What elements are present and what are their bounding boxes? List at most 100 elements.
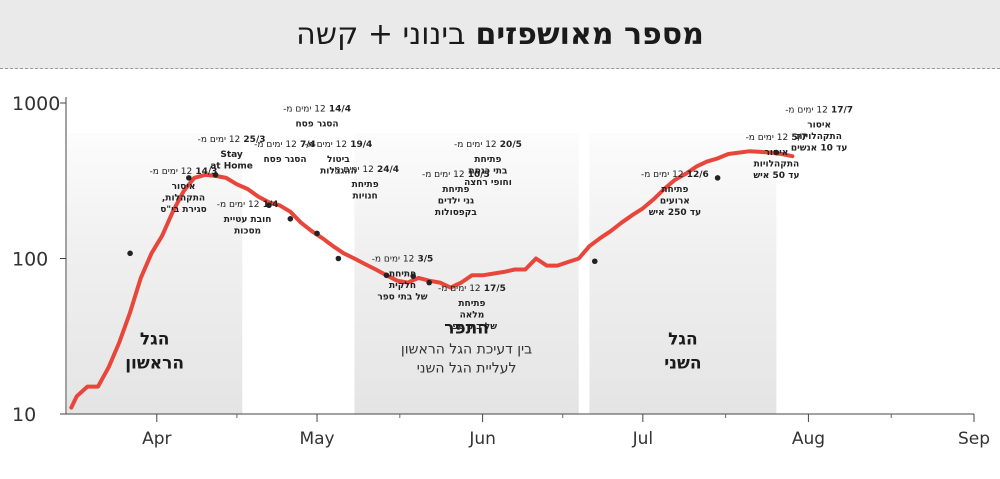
annotation-line-5-1: ההגבלות xyxy=(320,167,357,177)
period-bands xyxy=(67,133,777,414)
y-tick-label-1: 100 xyxy=(12,249,48,271)
annotation-line-1-0: Stay xyxy=(220,150,243,160)
annotation-date: 14/4 xyxy=(326,105,351,115)
annotation-line-8-2: בקפסולות xyxy=(435,208,477,218)
annotation-suffix: 12 ימים מ- xyxy=(198,135,241,145)
x-tick-label-0: Apr xyxy=(142,429,171,449)
annotation-line-0-1: התקהלות, xyxy=(162,193,205,203)
annotation-suffix: 12 ימים מ- xyxy=(641,170,684,180)
annotation-date: 3/5 xyxy=(414,254,433,264)
x-tick-label-4: Aug xyxy=(792,429,825,449)
period-sublabel-1-0: בין דעיכת הגל הראשון xyxy=(401,341,532,357)
data-marker-9 xyxy=(426,279,433,286)
period-label-1-0: התפר xyxy=(444,318,489,338)
annotation-date: 5/7 xyxy=(788,133,807,143)
annotation-line-9-0: פתיחת xyxy=(474,155,501,165)
annotation-header-0: 14/3 12 ימים מ- xyxy=(150,167,218,177)
annotation-line-11-0: פתיחת xyxy=(661,185,688,195)
annotation-header-7: 3/5 12 ימים מ- xyxy=(372,254,434,264)
data-marker-3 xyxy=(266,202,272,209)
annotation-suffix: 12 ימים מ- xyxy=(217,200,260,210)
annotation-header-6: 24/4 12 ימים מ- xyxy=(331,165,399,175)
data-marker-5 xyxy=(314,230,320,237)
annotation-date: 14/3 xyxy=(192,167,217,177)
annotation-header-11: 12/6 12 ימים מ- xyxy=(641,170,709,180)
annotations-layer: 14/3 12 ימים מ- איסור התקהלות, סגירת בי"ס 25… xyxy=(150,105,853,332)
annotation-line-11-2: עד 250 איש xyxy=(649,208,701,218)
annotation-line-8-1: גני ילדים xyxy=(438,196,474,206)
x-tick-label-3: Jul xyxy=(632,429,654,449)
annotation-suffix: 12 ימים מ- xyxy=(746,133,789,143)
annotation-date: 17/7 xyxy=(828,105,853,115)
annotation-date: 1/4 xyxy=(259,200,278,210)
annotation-header-9: 20/5 12 ימים מ- xyxy=(454,140,522,150)
x-tick-label-2: Jun xyxy=(468,429,496,449)
data-marker-2 xyxy=(212,172,219,178)
annotation-line-10-2: של בתי ספר xyxy=(447,322,497,332)
data-marker-4 xyxy=(287,216,294,222)
annotation-line-7-0: פתיחת xyxy=(389,269,416,279)
annotation-suffix: 12 ימים מ- xyxy=(422,170,465,180)
annotation-date: 12/6 xyxy=(684,170,709,180)
annotation-line-2-0: חובת עטיית xyxy=(224,215,272,225)
title-rest: בינוני + קשה xyxy=(296,16,466,52)
annotation-line-0-2: סגירת בי"ס xyxy=(160,205,206,215)
period-band-1 xyxy=(354,133,579,414)
data-marker-8 xyxy=(410,273,416,279)
annotation-suffix: 12 ימים מ- xyxy=(150,167,193,177)
period-band-2 xyxy=(589,133,777,414)
annotation-suffix: 12 ימים מ- xyxy=(438,284,481,294)
data-marker-0 xyxy=(127,250,133,257)
event-markers xyxy=(127,149,780,286)
annotation-suffix: 12 ימים מ- xyxy=(454,140,497,150)
annotation-line-3-0: הסגר פסח xyxy=(263,155,306,165)
annotation-header-8: 10/5 12 ימים מ- xyxy=(422,170,490,180)
annotation-line-4-0: הסגר פסח xyxy=(295,120,338,130)
data-marker-6 xyxy=(335,255,342,262)
annotation-line-6-0: פתיחת xyxy=(352,180,379,190)
annotation-suffix: 12 ימים מ- xyxy=(254,140,297,150)
period-band-0 xyxy=(67,133,243,414)
annotation-line-10-1: מלאה xyxy=(460,310,485,320)
annotation-line-12-0: איסור xyxy=(764,148,788,158)
title-bold: מספר מאושפזים xyxy=(475,16,704,52)
annotation-line-8-0: פתיחת xyxy=(442,185,469,195)
annotation-header-13: 17/7 12 ימים מ- xyxy=(785,105,853,115)
annotation-suffix: 12 ימים מ- xyxy=(304,140,347,150)
annotation-suffix: 12 ימים מ- xyxy=(283,105,326,115)
annotation-suffix: 12 ימים מ- xyxy=(785,105,828,115)
annotation-line-11-1: ארועים xyxy=(660,196,690,206)
annotation-line-12-2: עד 50 איש xyxy=(753,171,799,181)
annotation-line-7-1: חלקית xyxy=(389,281,416,291)
annotation-line-5-0: ביטול xyxy=(327,155,350,165)
annotation-line-2-1: מסכות xyxy=(234,226,261,236)
annotation-header-1: 25/3 12 ימים מ- xyxy=(198,135,266,145)
annotation-date: 10/5 xyxy=(465,170,490,180)
data-marker-12 xyxy=(773,149,780,156)
y-tick-label-2: 1000 xyxy=(12,93,60,115)
x-tick-label-1: May xyxy=(299,429,334,449)
annotation-date: 17/5 xyxy=(481,284,506,294)
annotation-line-1-1: at Home xyxy=(210,162,253,172)
title-bar: מספר מאושפזים בינוני + קשה xyxy=(0,0,1000,69)
annotation-header-4: 14/4 12 ימים מ- xyxy=(283,105,351,115)
data-marker-11 xyxy=(714,175,721,181)
annotation-header-3: 7/4 12 ימים מ- xyxy=(254,140,316,150)
annotation-date: 19/4 xyxy=(347,140,372,150)
annotation-header-5: 19/4 12 ימים מ- xyxy=(304,140,372,150)
data-marker-1 xyxy=(186,175,192,181)
chart-title: מספר מאושפזים בינוני + קשה xyxy=(0,0,1000,68)
annotation-line-13-1: התקהלויות xyxy=(796,132,842,142)
period-sublabel-1-1: לעליית הגל השני xyxy=(417,360,517,376)
annotation-date: 25/3 xyxy=(240,135,265,145)
annotation-line-13-2: עד 10 אנשים xyxy=(791,143,847,153)
annotation-line-10-0: פתיחת xyxy=(458,299,485,309)
period-label-0-0: הגל xyxy=(140,329,170,349)
data-marker-7 xyxy=(383,272,390,279)
annotation-suffix: 12 ימים מ- xyxy=(331,165,374,175)
x-tick-label-5: Sep xyxy=(958,429,990,449)
axes: 10 100 1000 Apr May Jun Jul Aug Sep xyxy=(12,93,990,449)
period-label-0-1: הראשון xyxy=(125,353,184,373)
annotation-header-2: 1/4 12 ימים מ- xyxy=(217,200,279,210)
